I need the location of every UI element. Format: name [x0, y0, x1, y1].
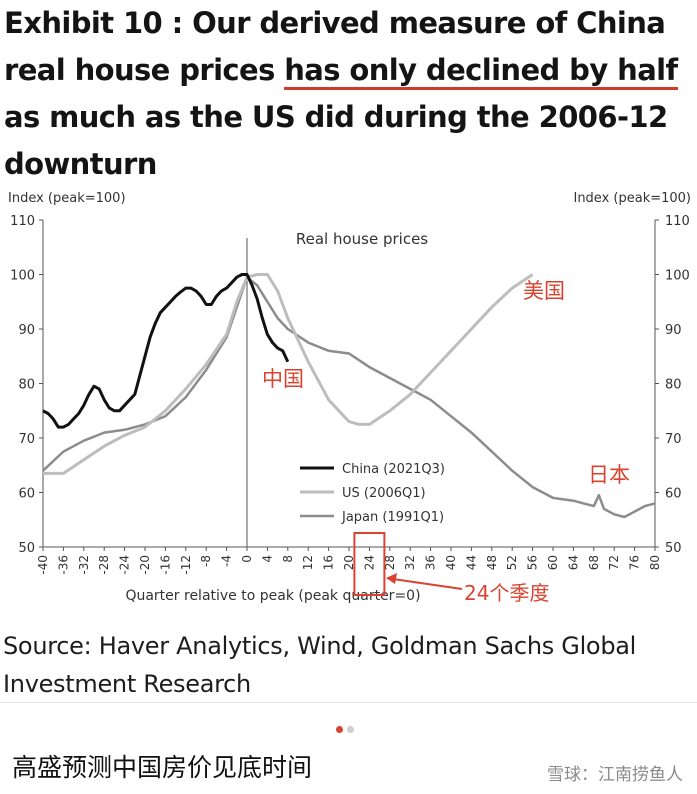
y-tick-label-right: 100 [665, 269, 690, 284]
x-tick-label: 60 [546, 555, 560, 570]
annotation-china: 中国 [262, 367, 304, 391]
x-tick-label: 72 [607, 555, 621, 570]
title-prefix: Exhibit 10 : Our derived measure of Chin… [4, 6, 666, 87]
x-axis-label: Quarter relative to peak (peak quarter=0… [125, 588, 420, 604]
x-tick-label: 28 [383, 555, 397, 570]
y-tick-label-right: 60 [665, 487, 682, 502]
x-tick-label: -32 [77, 555, 91, 575]
legend-label: Japan (1991Q1) [341, 510, 444, 525]
legend-label: China (2021Q3) [342, 462, 445, 477]
x-tick-label: 52 [505, 555, 519, 570]
divider [0, 702, 697, 703]
x-tick-label: 40 [444, 555, 458, 570]
x-tick-label: 32 [403, 555, 417, 570]
legend-label: US (2006Q1) [342, 486, 426, 501]
x-tick-label: 4 [260, 555, 274, 563]
annotation-japan: 日本 [588, 463, 630, 487]
y-tick-label-left: 80 [18, 378, 35, 393]
annotation-us: 美国 [523, 279, 565, 303]
quarter-24-highlight-box [353, 532, 386, 596]
y-tick-label-right: 110 [665, 214, 690, 229]
x-tick-label: -36 [56, 555, 70, 575]
title-highlight: has only declined by half [284, 53, 678, 90]
y-tick-label-left: 70 [18, 432, 35, 447]
x-tick-label: 0 [240, 555, 254, 563]
series-line-china [42, 273, 290, 429]
x-tick-label: -28 [97, 555, 111, 575]
x-tick-label: -4 [220, 555, 234, 567]
y-axis-label-right: Index (peak=100) [573, 191, 691, 206]
x-tick-label: 68 [587, 555, 601, 570]
x-tick-label: 24 [362, 555, 376, 570]
post-caption: 高盛预测中国房价见底时间 [12, 753, 313, 782]
annotation-arrow-head [386, 573, 397, 584]
x-tick-label: -8 [199, 555, 213, 567]
series-line-us [43, 273, 534, 475]
carousel-dots[interactable] [336, 718, 358, 737]
x-tick-label: 64 [566, 555, 580, 570]
x-tick-label: 56 [526, 555, 540, 570]
annotation-arrow-line [392, 578, 463, 590]
y-tick-label-right: 80 [665, 378, 682, 393]
x-tick-label: 16 [322, 555, 336, 570]
y-tick-label-right: 70 [665, 432, 682, 447]
x-tick-label: -16 [158, 555, 172, 575]
y-tick-label-left: 100 [10, 269, 35, 284]
y-axis-label-left: Index (peak=100) [8, 191, 126, 206]
x-tick-label: -24 [118, 555, 132, 575]
y-tick-label-left: 60 [18, 487, 35, 502]
y-tick-label-right: 90 [665, 323, 682, 338]
x-tick-label: 44 [464, 555, 478, 570]
exhibit-title: Exhibit 10 : Our derived measure of Chin… [4, 0, 694, 188]
carousel-dot-active[interactable] [336, 726, 343, 733]
watermark: 雪球：江南捞鱼人 [547, 765, 683, 785]
series-line-japan [42, 275, 656, 519]
x-tick-label: 12 [301, 555, 315, 570]
x-tick-label: 80 [648, 555, 662, 570]
y-tick-label-left: 90 [18, 323, 35, 338]
x-tick-label: 76 [628, 555, 642, 570]
source-note: Source: Haver Analytics, Wind, Goldman S… [3, 632, 637, 698]
x-tick-label: 20 [342, 555, 356, 570]
y-tick-label-left: 110 [10, 214, 35, 229]
x-tick-label: -12 [179, 555, 193, 575]
title-suffix: as much as the US did during the 2006-12… [4, 100, 668, 181]
annotation-24-quarters: 24个季度 [464, 581, 549, 605]
carousel-dot[interactable] [347, 726, 354, 733]
x-tick-label: -20 [138, 555, 152, 575]
x-tick-label: -40 [36, 555, 50, 575]
chart-title: Real house prices [296, 230, 428, 248]
x-tick-label: 36 [424, 555, 438, 570]
y-tick-label-right: 50 [665, 541, 682, 556]
x-tick-label: 8 [281, 555, 295, 563]
x-tick-label: 48 [485, 555, 499, 570]
y-tick-label-left: 50 [18, 541, 35, 556]
